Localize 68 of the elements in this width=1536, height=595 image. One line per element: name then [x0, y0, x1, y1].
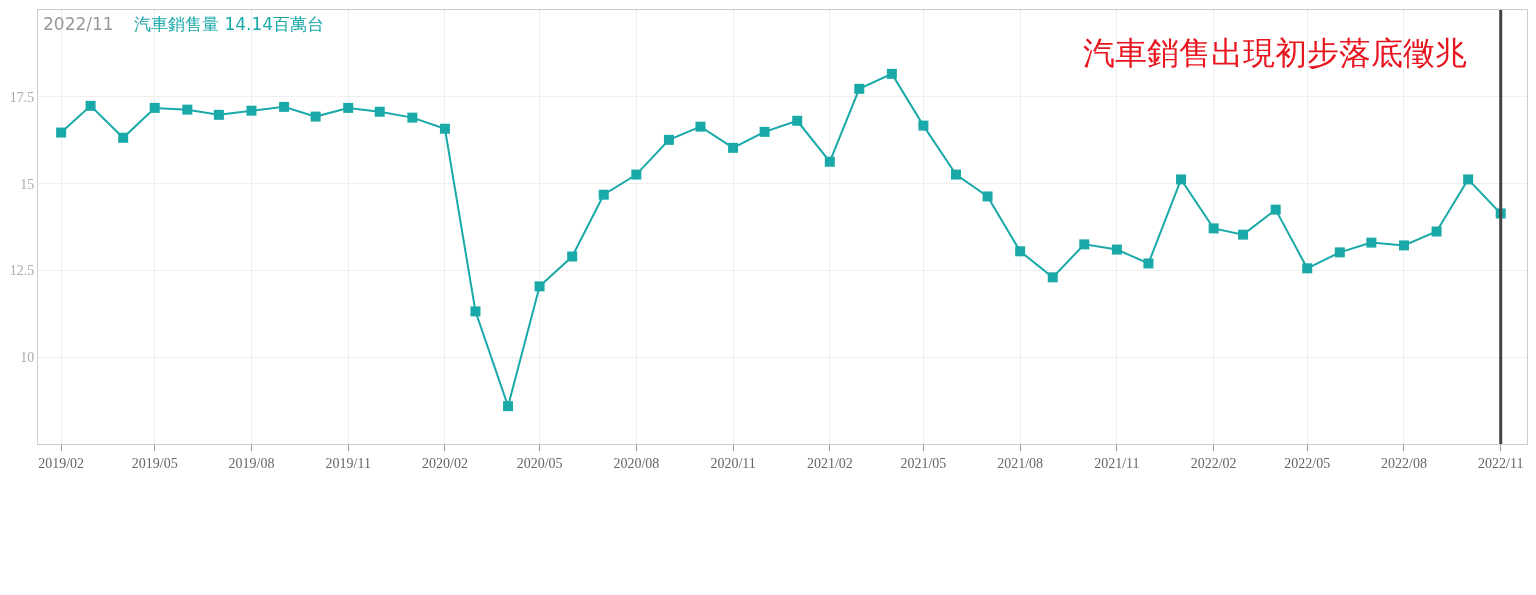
x-tick-label: 2022/11: [1478, 455, 1524, 471]
x-tick-label: 2020/05: [516, 455, 563, 471]
x-tick-label: 2019/08: [228, 455, 275, 471]
y-tick-label: 17.5: [9, 89, 35, 105]
point: [631, 169, 642, 180]
point: [1238, 229, 1249, 240]
point: [1143, 258, 1154, 269]
point: [598, 189, 609, 200]
point: [1208, 223, 1219, 234]
y-tick-label: 10: [20, 350, 35, 366]
point: [118, 132, 129, 143]
point: [1047, 272, 1058, 283]
point: [918, 120, 929, 131]
point: [824, 156, 835, 167]
point: [1079, 239, 1090, 250]
x-tick-label: 2022/02: [1190, 455, 1237, 471]
point: [310, 111, 321, 122]
point: [886, 68, 897, 79]
point: [1463, 174, 1474, 185]
point: [663, 134, 674, 145]
point: [213, 109, 224, 120]
point: [343, 102, 354, 113]
point: [85, 100, 96, 111]
point: [1398, 240, 1409, 251]
y-tick-label: 12.5: [9, 263, 35, 279]
x-tick-label: 2019/11: [325, 455, 371, 471]
y-tick-label: 15: [20, 176, 35, 192]
point: [1270, 204, 1281, 215]
x-tick-label: 2020/02: [422, 455, 468, 471]
point: [149, 102, 160, 113]
x-tick-label: 2022/05: [1284, 455, 1331, 471]
point: [982, 191, 993, 202]
point: [759, 126, 770, 137]
annotation: 汽車銷售量 14.14百萬台: [134, 14, 325, 34]
point: [182, 104, 193, 115]
point: [1111, 244, 1122, 255]
point: [951, 169, 962, 180]
annotation: 2022/11: [43, 14, 114, 34]
x-tick-label: 2021/08: [997, 455, 1044, 471]
point: [56, 127, 67, 138]
x-tick-label: 2020/11: [710, 455, 756, 471]
x-tick-label: 2021/11: [1094, 455, 1140, 471]
point: [1431, 226, 1442, 237]
point: [1015, 246, 1026, 257]
point: [854, 83, 865, 94]
point: [246, 105, 257, 116]
point: [1176, 174, 1187, 185]
text: 汽車銷售出現初步落底徵兆: [1082, 34, 1467, 73]
point: [1302, 263, 1313, 274]
point: [503, 401, 514, 412]
point: [1366, 237, 1377, 248]
point: [1334, 247, 1345, 258]
point: [279, 101, 290, 112]
point: [567, 251, 578, 262]
point: [534, 281, 545, 292]
x-tick-label: 2019/02: [38, 455, 85, 471]
point: [728, 142, 739, 153]
point: [374, 106, 385, 117]
point: [792, 115, 803, 126]
x-tick-label: 2021/05: [900, 455, 947, 471]
point: [439, 123, 450, 134]
x-tick-label: 2020/08: [613, 455, 660, 471]
x-tick-label: 2022/08: [1381, 455, 1427, 471]
x-tick-label: 2021/02: [806, 455, 853, 471]
point: [470, 306, 481, 317]
x-tick-label: 2019/05: [131, 455, 178, 471]
point: [407, 112, 418, 123]
point: [695, 121, 706, 132]
